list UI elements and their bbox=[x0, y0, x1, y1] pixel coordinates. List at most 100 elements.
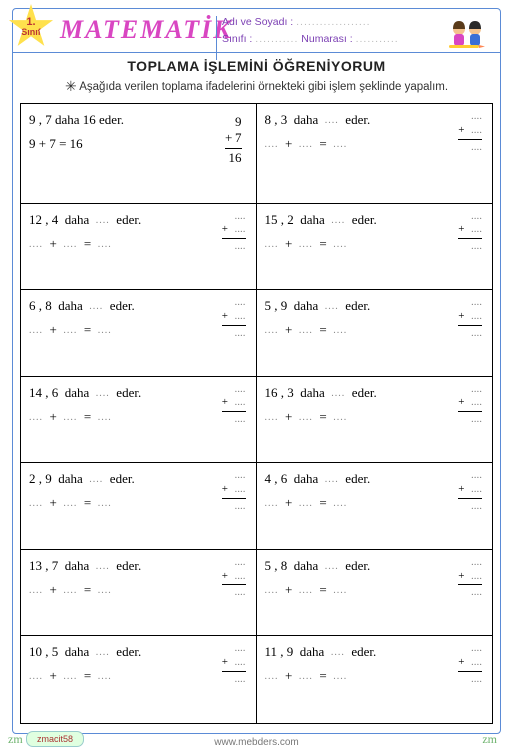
equation-line: .... + .... = .... bbox=[265, 409, 487, 425]
vertical-addition: ....+ ........ bbox=[458, 210, 482, 254]
problem-cell: 16 , 3 daha .... eder..... + .... = ....… bbox=[257, 377, 493, 464]
equation-line: .... + .... = .... bbox=[265, 322, 487, 338]
vstack-b: + .... bbox=[222, 310, 246, 324]
instruction: ✳ Aşağıda verilen toplama ifadelerini ör… bbox=[24, 78, 489, 95]
word-eder: eder. bbox=[352, 212, 377, 227]
vstack-b: + .... bbox=[458, 124, 482, 138]
vstack-sum: .... bbox=[222, 238, 246, 254]
vstack-a: .... bbox=[458, 556, 482, 570]
blank: .... bbox=[299, 139, 313, 150]
vstack-sum: .... bbox=[458, 139, 482, 155]
name-blank: ................... bbox=[296, 16, 370, 28]
blank: .... bbox=[331, 215, 345, 226]
vertical-addition: ....+ ........ bbox=[222, 296, 246, 340]
word-daha: daha bbox=[58, 471, 83, 486]
problem-cell: 15 , 2 daha .... eder..... + .... = ....… bbox=[257, 204, 493, 291]
num-b: 9 bbox=[281, 298, 288, 313]
blank: .... bbox=[96, 388, 110, 399]
num-a: 15 bbox=[265, 212, 278, 227]
blank: .... bbox=[29, 585, 43, 596]
num-b: 6 bbox=[281, 471, 288, 486]
signature-right: zm bbox=[482, 732, 497, 747]
equation-line: .... + .... = .... bbox=[265, 136, 487, 152]
vstack-b: + .... bbox=[222, 223, 246, 237]
example-line2: 9 + 7 = 16 bbox=[29, 136, 250, 152]
vstack-b: + .... bbox=[458, 396, 482, 410]
problem-cell: 14 , 6 daha .... eder..... + .... = ....… bbox=[21, 377, 257, 464]
word-eder: eder. bbox=[352, 385, 377, 400]
word-eder: eder. bbox=[116, 212, 141, 227]
footer-site: www.mebders.com bbox=[0, 737, 513, 748]
blank: .... bbox=[98, 325, 112, 336]
word-eder: eder. bbox=[116, 644, 141, 659]
blank: .... bbox=[63, 498, 77, 509]
vertical-addition: ....+ ........ bbox=[458, 383, 482, 427]
vstack-sum: .... bbox=[458, 325, 482, 341]
num-a: 14 bbox=[29, 385, 42, 400]
num-a: 5 bbox=[265, 298, 272, 313]
vstack-a: .... bbox=[222, 469, 246, 483]
word-daha: daha bbox=[58, 298, 83, 313]
num-b: 9 bbox=[45, 471, 52, 486]
problem-cell: 10 , 5 daha .... eder..... + .... = ....… bbox=[21, 636, 257, 723]
blank: .... bbox=[89, 301, 103, 312]
blank: .... bbox=[29, 671, 43, 682]
blank: .... bbox=[98, 412, 112, 423]
blank: .... bbox=[96, 647, 110, 658]
blank: .... bbox=[98, 585, 112, 596]
word-daha: daha bbox=[65, 385, 90, 400]
sentence-line: 8 , 3 daha .... eder. bbox=[265, 112, 487, 128]
word-daha: daha bbox=[65, 644, 90, 659]
sentence-line: 5 , 8 daha .... eder. bbox=[265, 558, 487, 574]
vstack-b: + .... bbox=[458, 570, 482, 584]
blank: .... bbox=[98, 671, 112, 682]
vstack-a: .... bbox=[458, 110, 482, 124]
blank: .... bbox=[265, 671, 279, 682]
sentence-line: 14 , 6 daha .... eder. bbox=[29, 385, 250, 401]
vstack-a: .... bbox=[458, 296, 482, 310]
word-daha: daha bbox=[294, 112, 319, 127]
number-blank: ........... bbox=[356, 33, 399, 45]
vstack-b: + .... bbox=[458, 310, 482, 324]
equation-line: .... + .... = .... bbox=[265, 668, 487, 684]
number-label: Numarası : bbox=[301, 33, 352, 45]
vstack-sum: .... bbox=[458, 671, 482, 687]
vstack-sum: .... bbox=[458, 238, 482, 254]
class-blank: ........... bbox=[255, 33, 298, 45]
vertical-addition: ....+ ........ bbox=[222, 642, 246, 686]
problem-cell: 12 , 4 daha .... eder..... + .... = ....… bbox=[21, 204, 257, 291]
blank: .... bbox=[299, 585, 313, 596]
sum: 16 bbox=[225, 148, 242, 166]
word-eder: eder. bbox=[110, 298, 135, 313]
blank: .... bbox=[89, 474, 103, 485]
blank: .... bbox=[265, 239, 279, 250]
instruction-text: Aşağıda verilen toplama ifadelerini örne… bbox=[79, 81, 448, 93]
addend-a: 9 bbox=[225, 114, 242, 130]
sentence-line: 11 , 9 daha .... eder. bbox=[265, 644, 487, 660]
blank: .... bbox=[29, 325, 43, 336]
blank: .... bbox=[265, 139, 279, 150]
equation-line: .... + .... = .... bbox=[29, 668, 250, 684]
blank: .... bbox=[63, 325, 77, 336]
problem-cell: 5 , 9 daha .... eder..... + .... = .....… bbox=[257, 290, 493, 377]
vstack-a: .... bbox=[222, 383, 246, 397]
ornament-icon: ✳ bbox=[65, 78, 77, 94]
num-b: 3 bbox=[281, 112, 288, 127]
word-eder: eder. bbox=[116, 385, 141, 400]
header-divider bbox=[216, 16, 217, 60]
blank: .... bbox=[265, 498, 279, 509]
vertical-addition: ....+ ........ bbox=[222, 210, 246, 254]
vstack-sum: .... bbox=[458, 411, 482, 427]
blank: .... bbox=[325, 561, 339, 572]
problem-cell: 13 , 7 daha .... eder..... + .... = ....… bbox=[21, 550, 257, 637]
vstack-b: + .... bbox=[222, 570, 246, 584]
blank: .... bbox=[333, 139, 347, 150]
num-a: 4 bbox=[265, 471, 272, 486]
num-b: 2 bbox=[287, 212, 294, 227]
vstack-b: + .... bbox=[222, 483, 246, 497]
word-eder: eder. bbox=[351, 644, 376, 659]
blank: .... bbox=[325, 301, 339, 312]
name-row: Adı ve Soyadı : ................... bbox=[222, 14, 443, 31]
example-line1: 9 , 7 daha 16 eder. bbox=[29, 112, 250, 128]
blank: .... bbox=[325, 474, 339, 485]
